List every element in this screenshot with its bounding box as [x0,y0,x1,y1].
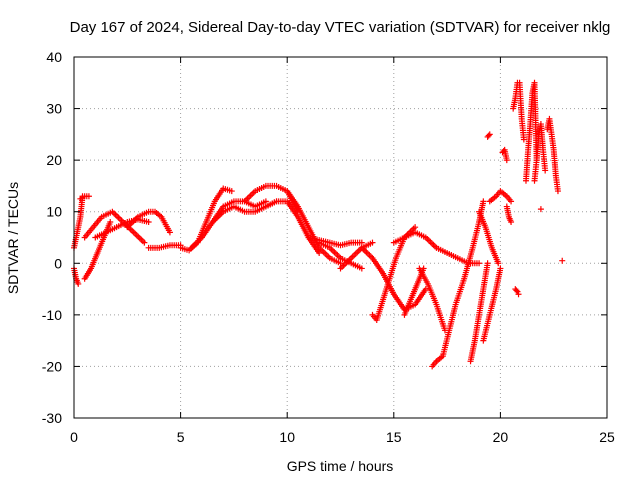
data-point [554,188,561,195]
y-axis-label: SDTVAR / TECUs [5,182,21,294]
data-point [262,198,269,205]
y-tick-label: -10 [42,307,62,323]
data-point [412,224,419,231]
chart-title: Day 167 of 2024, Sidereal Day-to-day VTE… [70,19,611,36]
data-point [316,249,323,256]
data-point [476,260,483,267]
y-tick-label: -30 [42,410,62,426]
data-point [145,219,152,226]
data-point [484,260,491,267]
data-point [107,219,114,226]
data-point [480,198,487,205]
data-point [486,131,493,138]
data-point [515,291,522,298]
data-point [508,198,515,205]
y-tick-label: 40 [46,49,62,65]
data-point [85,193,92,200]
y-tick-label: 0 [54,255,62,271]
data-point [166,229,173,236]
data-point [513,287,520,294]
axis-ticks [73,56,608,419]
data-point [485,132,492,139]
x-tick-label: 10 [279,429,295,445]
data-point [337,260,344,267]
data-point [542,167,549,174]
y-tick-labels: -30 -20 -10 0 10 20 30 40 [42,49,62,426]
x-axis-label: GPS time / hours [287,458,394,474]
y-tick-label: -20 [42,358,62,374]
data-point [520,136,527,143]
x-tick-label: 5 [177,429,185,445]
data-point [75,280,82,287]
y-tick-label: 10 [46,204,62,220]
data-point [537,206,544,213]
data-point [141,239,148,246]
x-tick-label: 20 [493,429,509,445]
y-tick-label: 30 [46,101,62,117]
data-point [495,260,502,267]
data-point [497,265,504,272]
data-point [369,239,376,246]
data-points [71,79,566,370]
data-point [559,257,566,264]
x-tick-labels: 0 5 10 15 20 25 [70,429,615,445]
x-tick-label: 0 [70,429,78,445]
data-point [228,188,235,195]
x-tick-label: 25 [599,429,615,445]
data-point [358,239,365,246]
plot-frame [73,56,608,419]
x-tick-label: 15 [386,429,402,445]
data-point [422,286,429,293]
grid-lines [74,57,607,418]
data-point [508,219,515,226]
data-point [358,265,365,272]
data-point [503,157,510,164]
y-tick-label: 20 [46,152,62,168]
